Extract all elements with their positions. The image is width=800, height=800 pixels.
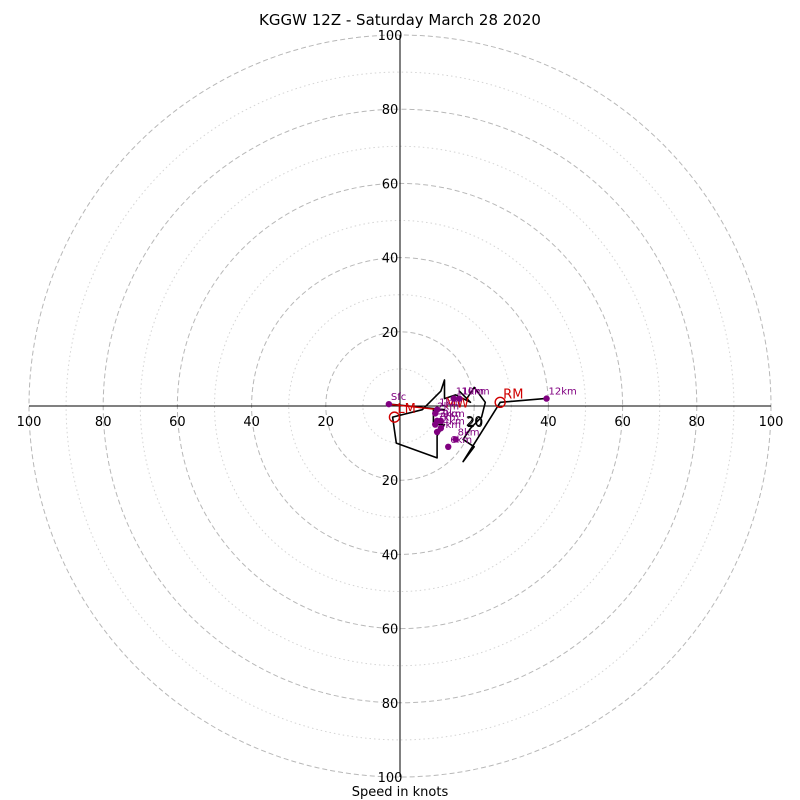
height-point-label: 11km [456,387,484,398]
tick-label-top: 20 [382,326,399,341]
tick-label-right: 80 [689,415,706,430]
tick-label-left: 60 [169,415,186,430]
height-point-label: 4km [443,416,465,427]
chart-title: KGGW 12Z - Saturday March 28 2020 [259,11,541,29]
height-point-label: 12km [549,387,577,398]
height-point [445,443,452,451]
tick-label-top: 60 [382,177,399,192]
height-point [452,436,459,443]
tick-label-left: 100 [17,415,42,430]
left-mover-marker [388,411,401,423]
height-point-label: 5km [439,420,461,431]
height-point [433,428,441,436]
tick-label-right: 60 [614,415,631,430]
tick-label-bottom: 20 [382,474,399,489]
height-point-label: 10km [461,387,489,398]
tick-label-left: 80 [95,415,112,430]
tick-label-bottom: 40 [382,548,399,563]
height-point-label: 2km [437,401,459,412]
height-point [385,400,393,408]
height-point-label: 1km [439,398,461,409]
height-point-label: 7km [437,413,459,424]
height-point [456,395,463,402]
tick-label-top: 80 [382,103,399,118]
bulk-shear-line [388,403,440,411]
height-point [432,410,439,417]
left-mover-label: LM [397,402,415,417]
height-point-label: 9km [443,409,465,420]
height-point [437,417,445,425]
tick-label-bottom: 80 [382,697,399,712]
tick-label-bottom: 60 [382,623,399,638]
mean-wind-label: MW [445,397,469,412]
height-point [450,395,457,402]
x-axis-label: Speed in knots [352,785,449,800]
tick-label-top: 40 [382,252,399,267]
storm-motion: RM LM MW [388,387,523,423]
tick-label-top: 100 [378,29,403,44]
tick-label-bottom: 100 [378,771,403,786]
height-point [543,395,550,402]
tick-label-right: 40 [540,415,557,430]
tick-label-left: 20 [318,415,335,430]
height-point-label: 6km [450,435,472,446]
tick-label-right: 20 [466,415,483,430]
right-mover-marker [494,396,506,408]
height-point-label: 3km [439,409,461,420]
height-point-label: 8km [458,427,480,438]
right-mover-label: RM [503,387,523,402]
height-point-label: Sfc [391,392,406,403]
tick-label-left: 40 [243,415,260,430]
height-point [432,421,439,428]
tick-labels: 20 20 20 20 40 40 40 40 60 60 60 60 80 80 80 80 100 100 10… [17,29,784,786]
tick-label-right: 100 [759,415,784,430]
